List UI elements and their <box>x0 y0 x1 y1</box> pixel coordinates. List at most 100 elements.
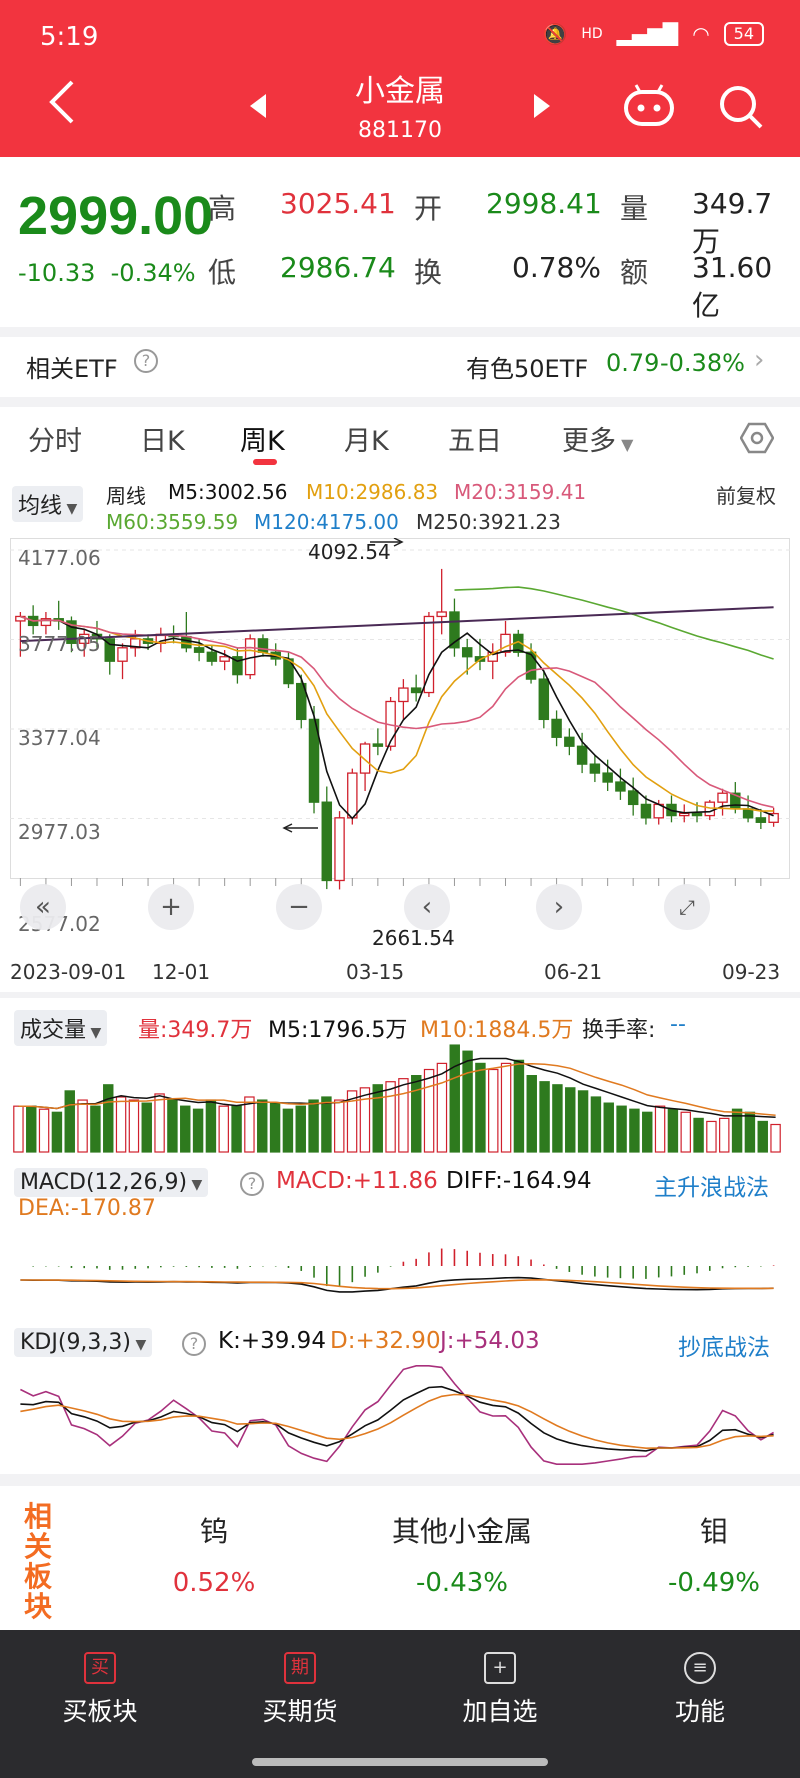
ma5-value: M5:3002.56 <box>168 480 288 504</box>
nav-add-watchlist[interactable]: + 加自选 <box>420 1652 580 1728</box>
volume-value: 量:349.7万 <box>138 1018 253 1043</box>
volume-bar <box>38 1108 50 1153</box>
candle-body <box>321 801 333 882</box>
tab-more-label: 更多 <box>562 426 616 457</box>
candle-body <box>525 651 537 680</box>
kdj-selector[interactable]: KDJ(9,3,3) ▼ <box>14 1328 153 1357</box>
assistant-robot-icon[interactable] <box>622 84 676 128</box>
etf-price: 0.79 <box>606 349 660 377</box>
help-icon[interactable]: ? <box>134 349 158 373</box>
sector-card[interactable]: 钼 -0.49% <box>604 1510 800 1598</box>
prev-stock-icon[interactable] <box>250 94 266 118</box>
macd-chart[interactable] <box>10 1226 790 1314</box>
candle-body <box>755 817 767 823</box>
next-stock-icon[interactable] <box>534 94 550 118</box>
k-value: K:+39.94 <box>218 1328 326 1354</box>
candle-body <box>40 618 52 627</box>
nav-buy-futures[interactable]: 期 买期货 <box>220 1652 380 1728</box>
tab-monthly[interactable]: 月K <box>344 426 389 457</box>
nav-label: 买期货 <box>262 1697 338 1726</box>
volume-bar <box>51 1111 63 1153</box>
macd-strategy-link[interactable]: 主升浪战法 <box>654 1175 769 1201</box>
volume-bar <box>192 1108 204 1153</box>
sector-name: 钨 <box>199 1515 228 1548</box>
status-time: 5:19 <box>40 22 99 52</box>
macd-selector-label: MACD(12,26,9) <box>20 1170 188 1195</box>
nav-functions[interactable]: ≡ 功能 <box>620 1652 780 1728</box>
sector-pct: 0.52% <box>172 1568 256 1598</box>
caret-down-icon: ▼ <box>86 1025 102 1041</box>
macd-selector[interactable]: MACD(12,26,9) ▼ <box>14 1168 209 1197</box>
tab-five-day[interactable]: 五日 <box>448 426 502 457</box>
tab-weekly[interactable]: 周K <box>240 426 285 457</box>
related-etf-row[interactable]: 相关ETF ? 有色50ETF 0.79 -0.38% › <box>0 337 800 397</box>
indicator-selector-label: 均线 <box>18 494 63 519</box>
scroll-left-fast-button[interactable]: « <box>20 884 66 930</box>
candle-body <box>334 817 345 882</box>
volume-bar <box>77 1099 88 1153</box>
help-icon[interactable]: ? <box>240 1172 264 1196</box>
related-sectors-tag: 相关板块 <box>23 1500 52 1623</box>
tab-indicator <box>253 459 277 465</box>
volume-ma10-line <box>18 1062 776 1117</box>
candle-body <box>423 615 435 694</box>
min-price-label: 2661.54 <box>372 926 455 950</box>
tab-daily[interactable]: 日K <box>140 426 185 457</box>
volume-bar <box>552 1084 563 1153</box>
volume-bar <box>577 1090 589 1153</box>
divider <box>0 1474 800 1486</box>
etf-label: 相关ETF <box>26 355 118 383</box>
kdj-chart[interactable] <box>10 1362 790 1466</box>
diff-value: DIFF:-164.94 <box>446 1168 592 1194</box>
turnover-value: 0.78% <box>512 251 601 284</box>
related-sectors: 相关板块 钨 0.52% 其他小金属 -0.43% 钼 -0.49% <box>0 1490 800 1623</box>
kdj-strategy-link[interactable]: 抄底战法 <box>678 1335 770 1361</box>
volume-bar <box>141 1102 152 1153</box>
volume-bar <box>629 1108 640 1153</box>
volume-bar <box>462 1050 473 1153</box>
volume-bar <box>706 1120 717 1153</box>
help-icon[interactable]: ? <box>182 1332 206 1356</box>
price-change: -10.33 -0.34% <box>18 259 196 287</box>
volume-bar <box>757 1120 768 1153</box>
settings-icon[interactable] <box>740 421 774 455</box>
zoom-out-button[interactable]: − <box>276 884 322 930</box>
last-price: 2999.00 <box>18 186 214 246</box>
zoom-in-button[interactable]: + <box>148 884 194 930</box>
volume-bar <box>103 1084 114 1153</box>
sector-pct: -0.49% <box>668 1568 760 1598</box>
volume-chart[interactable] <box>10 1042 790 1156</box>
indicator-selector[interactable]: 均线 ▼ <box>12 486 84 522</box>
volume-bar <box>667 1108 679 1153</box>
nav-label: 功能 <box>674 1697 725 1726</box>
sector-name: 钼 <box>699 1515 728 1548</box>
volume-selector[interactable]: 成交量 ▼ <box>14 1010 108 1046</box>
adjust-mode[interactable]: 前复权 <box>716 484 776 508</box>
volume-bar <box>26 1105 37 1153</box>
nav-buy-sector[interactable]: 买 买板块 <box>20 1652 180 1728</box>
tab-minute[interactable]: 分时 <box>28 426 82 457</box>
candle-body <box>564 736 575 747</box>
sector-card[interactable]: 钨 0.52% <box>104 1510 324 1598</box>
candle-body <box>359 743 371 774</box>
tab-more[interactable]: 更多 ▼ <box>562 419 633 458</box>
scroll-right-button[interactable]: › <box>536 884 582 930</box>
search-icon[interactable] <box>718 84 764 130</box>
fullscreen-icon[interactable]: ⤢ <box>664 884 710 930</box>
volume-bar <box>90 1105 101 1153</box>
ma20-value: M20:3159.41 <box>454 480 587 504</box>
candle-body <box>704 801 716 817</box>
volume-bar <box>513 1059 525 1153</box>
sector-card[interactable]: 其他小金属 -0.43% <box>352 1510 572 1598</box>
candle-body <box>576 745 588 765</box>
back-icon[interactable] <box>44 78 78 126</box>
scroll-left-button[interactable]: ‹ <box>404 884 450 930</box>
low-label: 低 <box>208 256 237 289</box>
buy-sector-icon: 买 <box>84 1652 116 1684</box>
candle-body <box>551 718 562 738</box>
divider <box>0 327 800 337</box>
low-value: 2986.74 <box>280 251 396 284</box>
ma60-value: M60:3559.59 <box>106 510 239 534</box>
kline-chart[interactable] <box>10 538 790 938</box>
caret-down-icon: ▼ <box>131 1337 147 1353</box>
